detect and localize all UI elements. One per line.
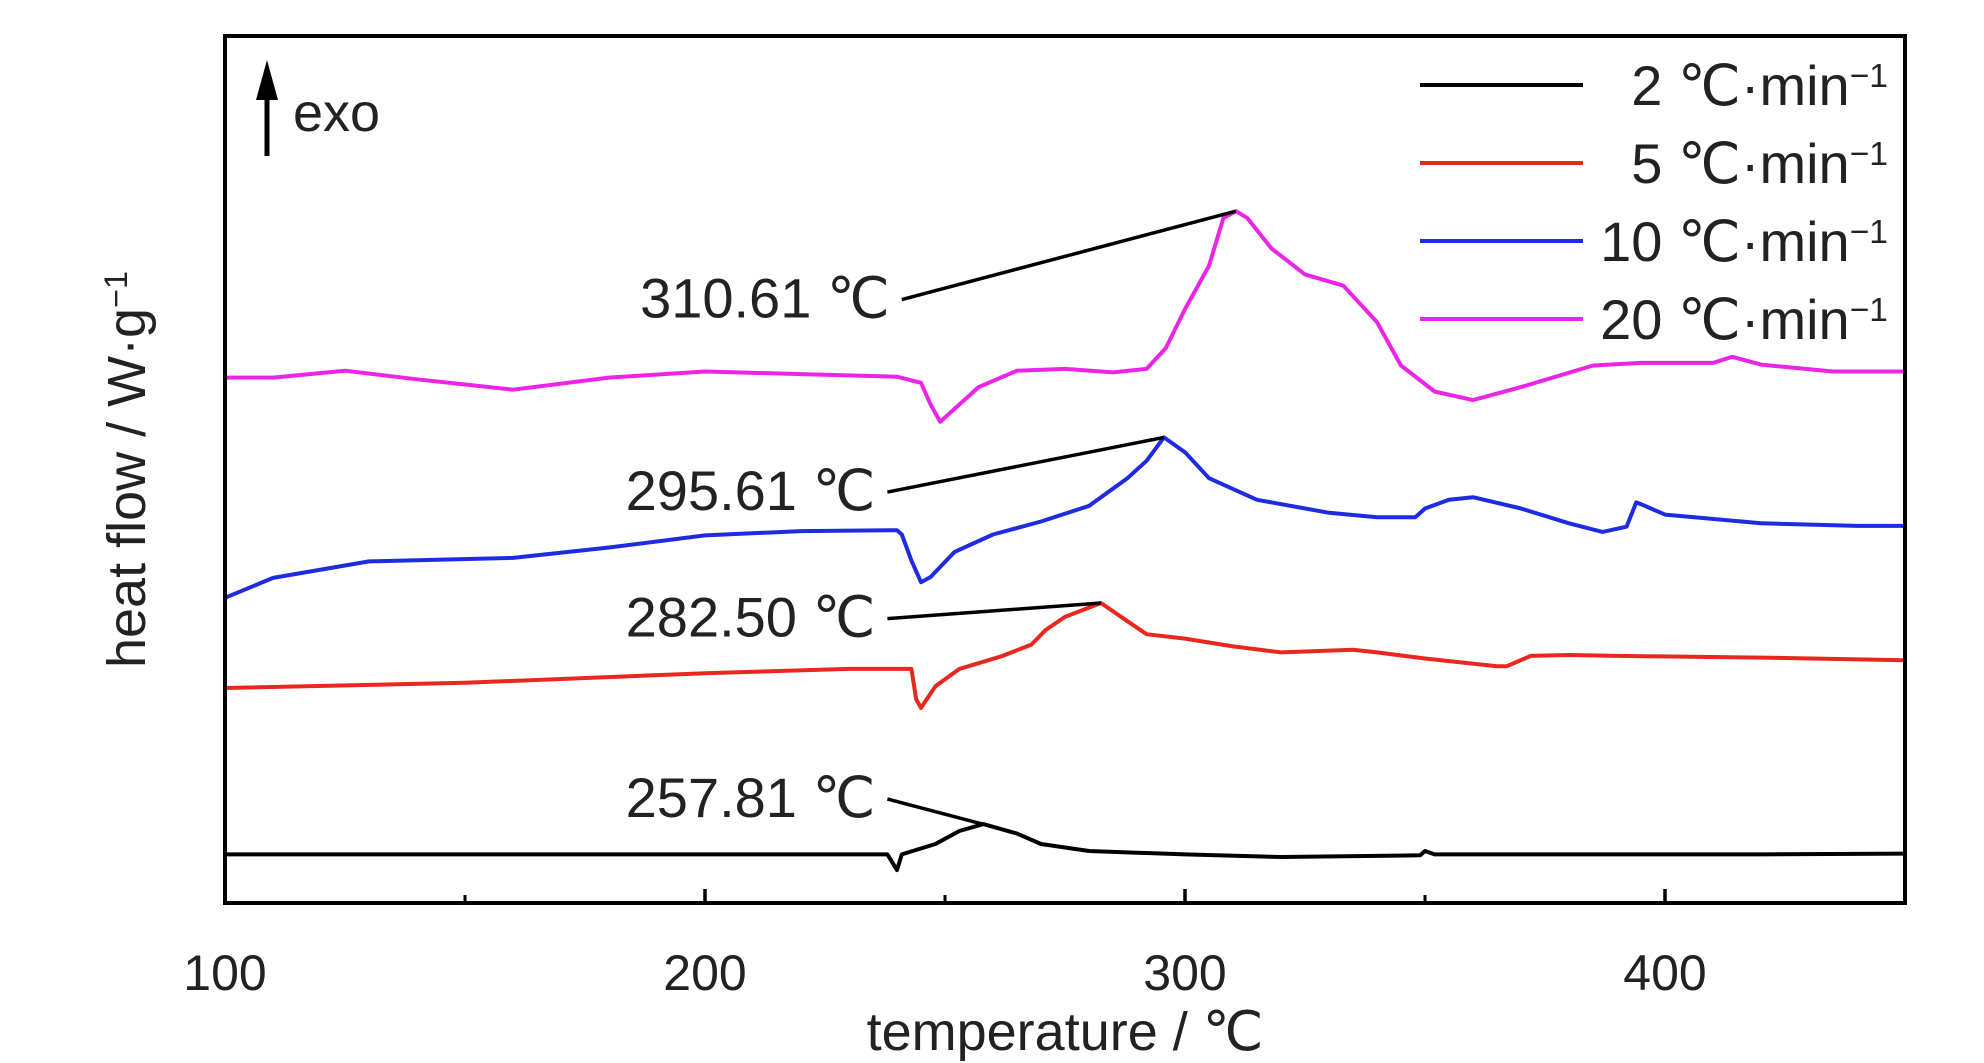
- legend-label-1: 2 ℃·min−1: [1631, 54, 1888, 117]
- annotation-label-1: 257.81 ℃: [626, 766, 876, 829]
- legend-label-2: 5 ℃·min−1: [1631, 132, 1888, 195]
- legend-label-3: 10 ℃·min−1: [1600, 210, 1888, 273]
- plot-background: [225, 36, 1905, 903]
- exo-label: exo: [293, 83, 380, 143]
- legend: 2 ℃·min−1 5 ℃·min−1 10 ℃·min−1 20 ℃·min−1: [1420, 54, 1888, 351]
- annotation-leader-3: [887, 435, 1165, 494]
- series-line-3: [223, 435, 1907, 600]
- x-tick-label-400: 400: [1623, 945, 1706, 1001]
- y-axis-title: heat flow / W·g−1: [97, 271, 157, 668]
- exo-indicator: exo: [256, 60, 380, 156]
- legend-label-4: 20 ℃·min−1: [1600, 288, 1888, 351]
- x-tick-label-200: 200: [663, 945, 746, 1001]
- series-layer: [223, 209, 1907, 873]
- series-line-4: [223, 209, 1907, 424]
- x-axis-title: temperature / ℃: [867, 1002, 1264, 1062]
- series-line-1: [223, 822, 1907, 873]
- exo-arrow-head-icon: [256, 60, 278, 100]
- x-tick-label-300: 300: [1143, 945, 1226, 1001]
- annotation-leader-1: [886, 797, 983, 826]
- x-tick-label-100: 100: [183, 945, 266, 1001]
- annotation-leader-2: [887, 601, 1102, 621]
- annotation-label-3: 295.61 ℃: [626, 459, 876, 522]
- annotation-label-2: 282.50 ℃: [626, 586, 876, 649]
- annotation-layer: 257.81 ℃ 282.50 ℃ 295.61 ℃ 310.61 ℃: [626, 209, 1237, 829]
- annotation-leader-4: [901, 209, 1237, 302]
- annotation-label-4: 310.61 ℃: [640, 267, 890, 330]
- plot-area: [225, 36, 1905, 903]
- plot-frame: [223, 34, 1907, 905]
- series-line-2: [223, 601, 1907, 710]
- axes: 100 200 300 400 temperature / ℃ heat flow / W…: [97, 34, 1907, 1062]
